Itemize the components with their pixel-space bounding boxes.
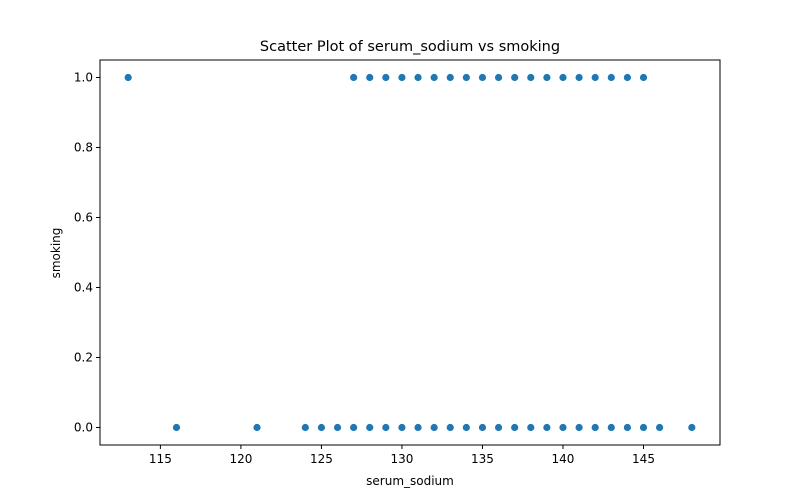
y-tick-label: 0.0 xyxy=(74,421,93,435)
data-point xyxy=(333,423,342,432)
data-point xyxy=(494,73,503,82)
x-tick-label: 115 xyxy=(149,452,172,466)
x-axis-label: serum_sodium xyxy=(366,474,454,488)
data-point xyxy=(446,423,454,432)
data-point xyxy=(350,73,358,82)
data-point xyxy=(543,423,551,432)
data-point xyxy=(478,423,487,432)
data-point xyxy=(559,423,567,432)
x-tick-label: 145 xyxy=(632,452,655,466)
y-tick-label: 1.0 xyxy=(74,71,93,85)
data-point xyxy=(527,73,535,82)
y-tick-label: 0.8 xyxy=(74,141,93,155)
data-point xyxy=(478,73,487,82)
x-tick-label: 120 xyxy=(229,452,252,466)
y-tick-label: 0.2 xyxy=(74,351,93,365)
data-point xyxy=(494,423,503,432)
data-point xyxy=(511,73,519,82)
plot-area-frame xyxy=(99,59,721,446)
data-point xyxy=(398,423,406,432)
y-tick-label: 0.6 xyxy=(74,211,93,225)
data-point xyxy=(317,423,326,432)
data-point xyxy=(366,423,374,432)
data-point xyxy=(639,423,648,432)
data-point xyxy=(575,423,583,432)
data-point xyxy=(462,423,470,432)
data-point xyxy=(639,73,648,82)
axis-ticks: 115 120 125 130 135 140 145 0.0 0.2 0.4 0.6 0.8 1.0 xyxy=(74,71,655,467)
x-tick-label: 125 xyxy=(310,452,333,466)
data-point xyxy=(172,423,181,432)
x-tick-label: 130 xyxy=(390,452,413,466)
data-point xyxy=(430,423,438,432)
data-point xyxy=(382,73,390,82)
data-point xyxy=(511,423,519,432)
data-point xyxy=(607,423,615,432)
y-axis-label: smoking xyxy=(49,228,63,279)
data-point xyxy=(301,423,309,432)
data-point xyxy=(607,73,615,82)
data-point xyxy=(543,73,551,82)
data-point xyxy=(688,423,696,432)
data-point xyxy=(575,73,583,82)
data-point xyxy=(446,73,454,82)
data-point xyxy=(591,73,599,82)
x-tick-label: 140 xyxy=(552,452,575,466)
data-point xyxy=(124,73,132,82)
data-point xyxy=(398,73,406,82)
data-points xyxy=(124,73,696,432)
data-point xyxy=(430,73,438,82)
data-point xyxy=(559,73,567,82)
data-point xyxy=(350,423,358,432)
data-point xyxy=(623,423,632,432)
data-point xyxy=(462,73,470,82)
chart-title: Scatter Plot of serum_sodium vs smoking xyxy=(260,39,560,55)
data-point xyxy=(414,73,422,82)
x-tick-label: 135 xyxy=(471,452,494,466)
data-point xyxy=(382,423,390,432)
y-tick-label: 0.4 xyxy=(74,281,93,295)
data-point xyxy=(527,423,535,432)
data-point xyxy=(366,73,374,82)
data-point xyxy=(656,423,664,432)
data-point xyxy=(591,423,599,432)
data-point xyxy=(253,423,261,432)
data-point xyxy=(414,423,422,432)
data-point xyxy=(623,73,632,82)
